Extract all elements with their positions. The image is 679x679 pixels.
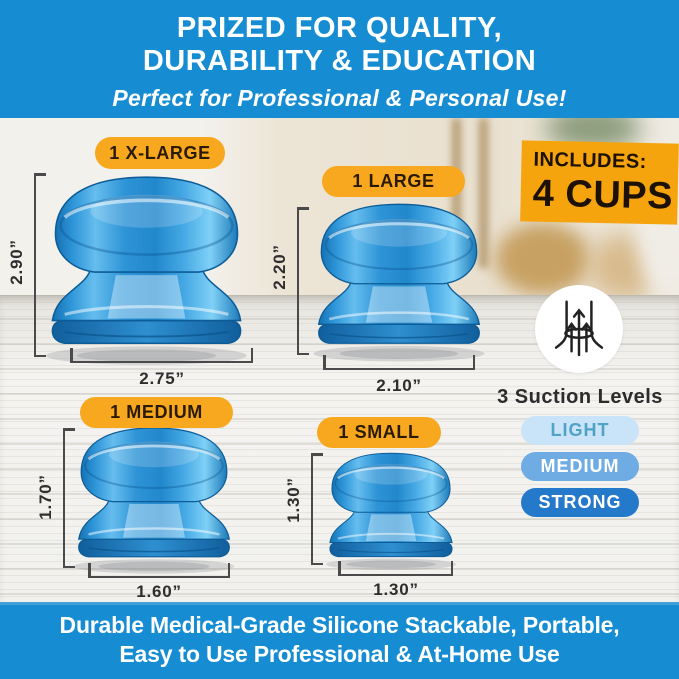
footer-banner: Durable Medical-Grade Silicone Stackable… (0, 602, 679, 679)
cup-photo-large (311, 202, 487, 363)
cup-photo-medium (72, 426, 236, 576)
width-value-xlarge: 2.75” (139, 369, 185, 388)
suction-airflow-icon (554, 300, 604, 357)
suction-level-light: LIGHT (521, 416, 639, 445)
size-badge-large: 1 LARGE (322, 166, 465, 197)
height-value-medium: 1.70” (36, 474, 55, 520)
header-title-line1: PRIZED FOR QUALITY, (176, 12, 503, 44)
suction-level-strong: STRONG (521, 488, 639, 517)
width-measure-small (338, 561, 453, 576)
height-measure-large (297, 207, 309, 355)
suction-level-medium: MEDIUM (521, 452, 639, 481)
header-subtitle: Perfect for Professional & Personal Use! (112, 85, 567, 111)
footer-line2: Easy to Use Professional & At-Home Use (119, 641, 560, 667)
width-value-medium: 1.60” (136, 582, 182, 601)
width-value-large: 2.10” (376, 376, 422, 395)
suction-levels-title: 3 Suction Levels (497, 386, 663, 408)
width-measure-medium (88, 563, 230, 578)
height-measure-xlarge (34, 173, 46, 357)
height-measure-small (311, 453, 323, 565)
cup-photo-xlarge (44, 175, 249, 367)
includes-box: INCLUDES: 4 CUPS (520, 140, 679, 225)
includes-label: INCLUDES: (533, 148, 648, 173)
size-badge-xlarge: 1 X-LARGE (95, 137, 225, 169)
includes-count: 4 CUPS (532, 172, 674, 218)
height-value-xlarge: 2.90” (7, 239, 26, 285)
footer-line1: Durable Medical-Grade Silicone Stackable… (59, 612, 620, 638)
background-basket (495, 223, 591, 295)
suction-icon-circle (535, 285, 623, 373)
width-measure-xlarge (70, 348, 253, 363)
size-badge-medium: 1 MEDIUM (80, 397, 233, 428)
height-value-large: 2.20” (270, 244, 289, 290)
size-badge-small: 1 SMALL (317, 417, 441, 448)
height-value-small: 1.30” (284, 477, 303, 523)
cup-photo-small (324, 452, 458, 572)
width-value-small: 1.30” (373, 580, 419, 599)
height-measure-medium (63, 428, 75, 568)
width-measure-large (323, 355, 475, 370)
header-title-line2: DURABILITY & EDUCATION (142, 45, 537, 77)
header-banner: PRIZED FOR QUALITY, DURABILITY & EDUCATI… (0, 0, 679, 118)
